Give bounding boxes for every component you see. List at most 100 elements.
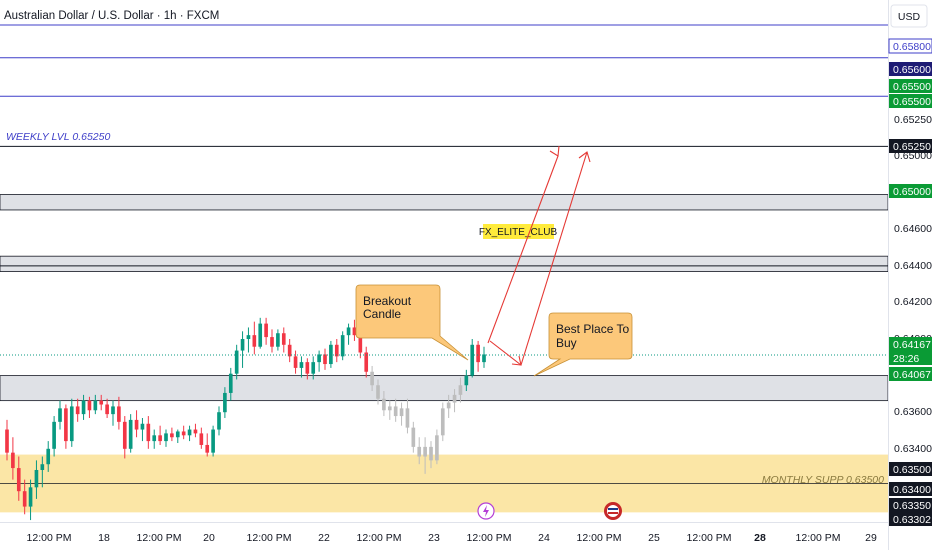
candle [470, 339, 475, 378]
time-axis-labels[interactable]: 12:00 PM 18 12:00 PM 20 12:00 PM 22 12:00 PM 23… [27, 532, 877, 544]
candle [34, 460, 39, 499]
candle [187, 425, 192, 442]
candle-body [40, 464, 45, 470]
price-tag[interactable]: 0.65500 [889, 94, 932, 108]
price-tag[interactable]: 0.64067 [889, 367, 932, 381]
price-tag[interactable]: 0.65500 [889, 79, 932, 93]
us-flag-event-icon[interactable] [604, 502, 622, 520]
candle [111, 400, 115, 426]
candle-body [393, 406, 398, 417]
price-tag-text: 0.63302 [893, 514, 931, 526]
price-tick-label: 0.64400 [894, 260, 932, 272]
candle-body [435, 435, 439, 461]
candle [317, 350, 321, 372]
price-tag[interactable]: 0.63400 [889, 482, 932, 496]
candle-body [5, 429, 9, 453]
breakout-callout-line1: Breakout [363, 294, 412, 308]
price-tag-text: 0.63400 [893, 484, 931, 496]
candle-body [258, 323, 263, 347]
price-tag-text: 0.65600 [893, 64, 931, 76]
currency-button[interactable]: USD [898, 11, 921, 23]
zone-1[interactable] [0, 255, 889, 272]
price-tag[interactable]: 28:26 [889, 351, 932, 365]
price-tags: 0.65800 0.65600 0.65500 0.65500 0.65250 0.650… [888, 38, 932, 526]
candle [464, 369, 469, 392]
candle [105, 398, 109, 418]
price-tag[interactable]: 0.65800 [888, 38, 932, 54]
price-tag[interactable]: 0.65600 [889, 62, 932, 76]
candle [81, 394, 86, 420]
candle-body [340, 335, 345, 357]
time-tick-label: 28 [754, 532, 766, 544]
candle-body [482, 354, 486, 363]
price-tag-text: 0.65800 [893, 41, 931, 53]
price-tag[interactable]: 0.64167 [889, 337, 932, 351]
candle-body [146, 423, 151, 442]
time-tick-label: 18 [98, 532, 110, 544]
time-tick-label: 12:00 PM [796, 532, 841, 544]
candle-body [134, 419, 139, 430]
candle [387, 400, 392, 420]
price-tag[interactable]: 0.65250 [889, 139, 932, 153]
candle [146, 416, 151, 449]
price-tag[interactable]: 0.63302 [889, 512, 932, 526]
candle-body [140, 423, 145, 430]
candle-body [128, 419, 133, 449]
candle [240, 331, 245, 368]
price-tag[interactable]: 0.65000 [889, 184, 932, 198]
candle-body [334, 344, 339, 357]
candle-body [281, 333, 286, 345]
candle-body [311, 362, 316, 374]
candle-body [423, 446, 427, 457]
candle [199, 427, 204, 449]
candle [435, 429, 439, 465]
candle-body [158, 435, 162, 442]
title-background [0, 6, 180, 24]
candle [264, 317, 268, 345]
time-tick-label: 29 [865, 532, 877, 544]
price-tag-frame [888, 38, 932, 54]
price-tag-fill [889, 498, 932, 512]
candle-body [46, 448, 51, 465]
price-tag-text: 0.64167 [893, 339, 931, 351]
candle-body [87, 400, 92, 411]
candle-body [329, 344, 333, 365]
candle-body [352, 327, 357, 336]
candle [270, 329, 274, 353]
candle-body [228, 373, 233, 393]
price-tag-text: 0.64067 [893, 369, 931, 381]
flash-event-icon[interactable] [477, 502, 495, 520]
candle-body [193, 429, 198, 434]
time-tick-label: 22 [318, 532, 330, 544]
candle [246, 327, 251, 353]
candle [411, 421, 416, 453]
zone-2[interactable] [0, 375, 889, 402]
projection-arrows[interactable] [487, 145, 591, 366]
breakout-callout-line2: Candle [363, 307, 401, 321]
brand-tag: FX_ELITE_CLUB [479, 227, 558, 238]
candle [11, 437, 15, 480]
time-tick-label: 12:00 PM [357, 532, 402, 544]
candle [117, 396, 121, 430]
candle [140, 417, 145, 442]
candle-body [464, 375, 469, 386]
time-tick-label: 12:00 PM [467, 532, 512, 544]
candle-body [16, 468, 21, 492]
time-tick-label: 12:00 PM [137, 532, 182, 544]
candle [152, 429, 157, 449]
candle-body [264, 323, 268, 338]
buy-callout[interactable] [533, 312, 633, 377]
projection-line-2 [520, 151, 588, 366]
candle [376, 379, 380, 405]
price-tag[interactable]: 0.63350 [889, 498, 932, 512]
zone-0[interactable] [0, 194, 889, 211]
candle [399, 402, 404, 426]
candle-body [411, 427, 416, 447]
price-tag[interactable]: 0.63500 [889, 462, 932, 476]
price-tag-fill [889, 462, 932, 476]
candle [75, 398, 80, 422]
candle [311, 356, 316, 380]
breakout-callout[interactable] [355, 284, 469, 361]
candle-body [440, 408, 445, 436]
